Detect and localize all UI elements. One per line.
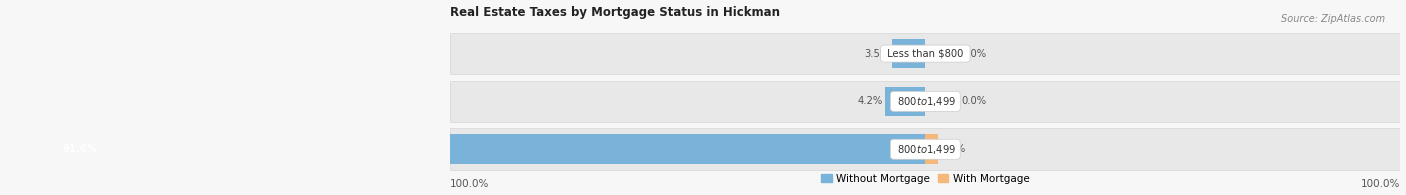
Text: 100.0%: 100.0% bbox=[450, 179, 489, 189]
Text: Source: ZipAtlas.com: Source: ZipAtlas.com bbox=[1281, 14, 1385, 24]
Bar bbox=[450, 33, 1400, 74]
Bar bbox=[55, 134, 925, 164]
Bar bbox=[925, 134, 938, 164]
Text: 100.0%: 100.0% bbox=[1361, 179, 1400, 189]
Text: Real Estate Taxes by Mortgage Status in Hickman: Real Estate Taxes by Mortgage Status in … bbox=[450, 5, 780, 19]
Text: 0.0%: 0.0% bbox=[962, 49, 987, 58]
Text: 4.2%: 4.2% bbox=[858, 96, 883, 106]
Text: 3.5%: 3.5% bbox=[863, 49, 889, 58]
Bar bbox=[450, 129, 1400, 170]
Text: $800 to $1,499: $800 to $1,499 bbox=[894, 143, 956, 156]
Text: $800 to $1,499: $800 to $1,499 bbox=[894, 95, 956, 108]
Text: 1.3%: 1.3% bbox=[941, 144, 966, 154]
Bar bbox=[886, 87, 925, 116]
Text: 91.6%: 91.6% bbox=[62, 144, 97, 154]
Bar bbox=[891, 39, 925, 68]
Text: 0.0%: 0.0% bbox=[962, 96, 987, 106]
Legend: Without Mortgage, With Mortgage: Without Mortgage, With Mortgage bbox=[817, 169, 1033, 188]
Text: Less than $800: Less than $800 bbox=[884, 49, 966, 58]
Bar bbox=[450, 81, 1400, 122]
